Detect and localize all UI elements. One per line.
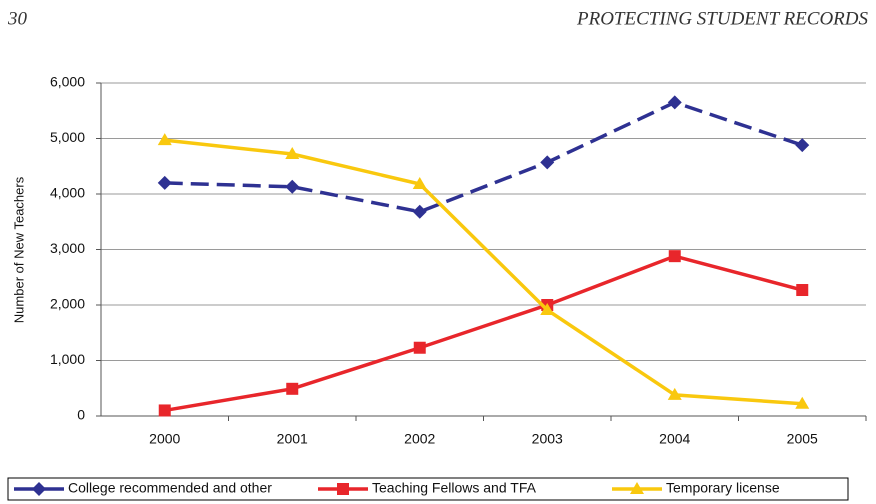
data-point bbox=[286, 382, 299, 395]
data-point bbox=[158, 404, 171, 417]
legend-marker bbox=[630, 482, 644, 494]
data-point bbox=[796, 284, 809, 297]
data-point bbox=[667, 387, 682, 400]
legend-label: College recommended and other bbox=[68, 480, 272, 496]
x-tick-label: 2002 bbox=[404, 431, 435, 447]
y-tick-label: 4,000 bbox=[50, 185, 85, 201]
x-tick-label: 2005 bbox=[787, 431, 818, 447]
series-line bbox=[164, 138, 803, 406]
x-tick-label: 2001 bbox=[277, 431, 308, 447]
y-tick-label: 3,000 bbox=[50, 240, 85, 256]
data-point bbox=[668, 250, 681, 263]
y-tick-label: 2,000 bbox=[50, 296, 85, 312]
legend-label: Teaching Fellows and TFA bbox=[372, 480, 537, 496]
y-tick-label: 6,000 bbox=[50, 74, 85, 90]
page-title: PROTECTING STUDENT RECORDS bbox=[576, 8, 869, 29]
data-point bbox=[412, 204, 427, 219]
legend-marker bbox=[32, 482, 46, 496]
data-point bbox=[540, 302, 555, 315]
y-tick-label: 5,000 bbox=[50, 129, 85, 145]
data-point bbox=[540, 155, 555, 170]
y-tick-label: 1,000 bbox=[50, 351, 85, 367]
data-point bbox=[285, 147, 300, 160]
legend-marker bbox=[337, 483, 349, 495]
legend-box bbox=[7, 477, 849, 501]
legend-label: Temporary license bbox=[666, 480, 780, 496]
x-tick-label: 2003 bbox=[532, 431, 563, 447]
data-point bbox=[285, 179, 300, 194]
data-point bbox=[413, 341, 426, 354]
data-point bbox=[795, 138, 810, 153]
data-point bbox=[667, 95, 682, 110]
data-point bbox=[412, 177, 427, 190]
page-number: 30 bbox=[7, 8, 28, 29]
data-point bbox=[157, 175, 172, 190]
data-point bbox=[157, 133, 172, 146]
x-tick-label: 2000 bbox=[149, 431, 180, 447]
y-axis-label: Number of New Teachers bbox=[11, 176, 26, 323]
x-tick-label: 2004 bbox=[659, 431, 690, 447]
series-line bbox=[164, 100, 803, 214]
y-tick-label: 0 bbox=[77, 407, 85, 423]
series-line bbox=[164, 254, 803, 413]
data-point bbox=[795, 396, 810, 409]
